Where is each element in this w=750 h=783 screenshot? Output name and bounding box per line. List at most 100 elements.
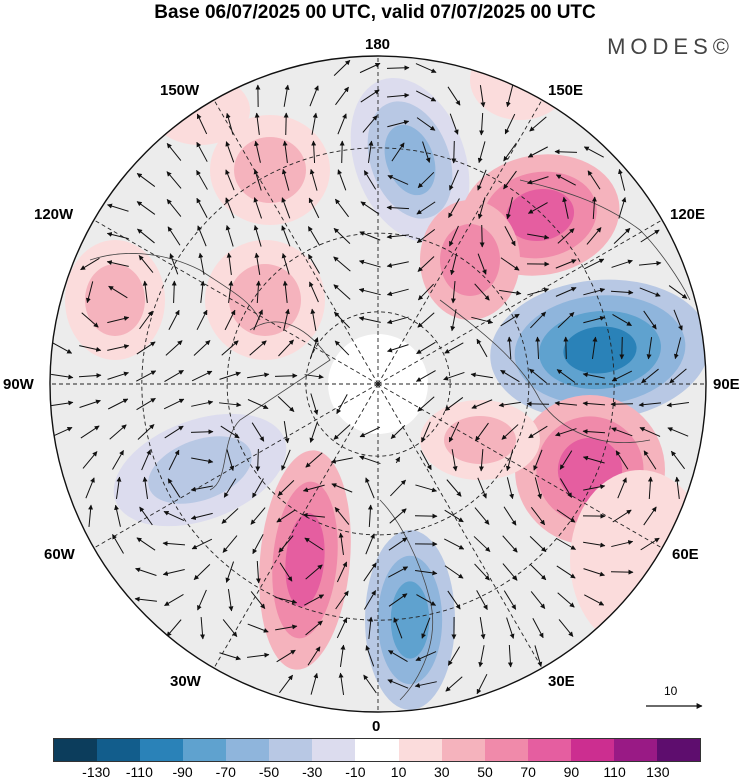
wind-vector bbox=[88, 504, 94, 527]
wind-vector bbox=[670, 450, 686, 470]
wind-vector bbox=[557, 592, 575, 608]
wind-vector bbox=[200, 280, 206, 303]
wind-vector bbox=[112, 534, 124, 554]
meridian bbox=[377, 383, 543, 669]
wind-vector bbox=[310, 308, 317, 331]
colorbar-bin bbox=[226, 739, 270, 761]
map-boundary bbox=[49, 55, 707, 713]
wind-vector bbox=[283, 421, 290, 444]
wind-vector bbox=[139, 506, 153, 526]
anomaly-region bbox=[563, 326, 637, 374]
wind-vector bbox=[507, 644, 513, 668]
modes-logo: MODES© bbox=[607, 34, 734, 59]
wind-vector bbox=[331, 483, 353, 493]
wind-vector bbox=[169, 253, 179, 275]
wind-vector bbox=[393, 617, 403, 639]
colorbar-tick-label: -10 bbox=[345, 764, 366, 780]
wind-vector bbox=[556, 369, 576, 383]
wind-vector bbox=[450, 253, 458, 276]
wind-vector bbox=[196, 197, 208, 218]
wind-vector bbox=[196, 113, 208, 135]
wind-vector bbox=[535, 336, 541, 360]
coastline bbox=[209, 321, 331, 491]
meridian bbox=[93, 383, 379, 549]
wind-vector bbox=[281, 225, 291, 247]
wind-vector bbox=[417, 256, 435, 272]
wind-vector bbox=[338, 672, 345, 695]
colorbar-bin bbox=[97, 739, 141, 761]
wind-vector bbox=[251, 422, 265, 442]
wind-vector bbox=[339, 644, 346, 667]
wind-vector bbox=[416, 341, 436, 355]
wind-vector bbox=[360, 89, 380, 103]
wind-vector bbox=[225, 141, 235, 163]
wind-vector bbox=[51, 427, 73, 437]
wind-vector bbox=[415, 569, 438, 576]
wind-vector bbox=[415, 370, 436, 382]
wind-vector bbox=[275, 596, 298, 605]
wind-vector bbox=[617, 477, 627, 499]
wind-vector bbox=[162, 569, 185, 576]
wind-vector bbox=[359, 62, 381, 74]
lon-label-30e: 30E bbox=[548, 673, 575, 690]
wind-vector bbox=[250, 507, 266, 525]
wind-vector bbox=[470, 372, 493, 379]
wind-vector bbox=[613, 228, 631, 244]
wind-vector bbox=[503, 590, 517, 610]
wind-vector bbox=[643, 310, 657, 330]
wind-vector bbox=[477, 477, 487, 499]
colorbar-bin bbox=[613, 739, 657, 761]
wind-vector bbox=[225, 224, 234, 247]
wind-vector bbox=[391, 142, 405, 162]
wind-vector bbox=[333, 228, 351, 244]
wind-vector bbox=[308, 254, 320, 274]
wind-vector bbox=[85, 477, 95, 499]
wind-vector bbox=[415, 90, 437, 102]
wind-vector bbox=[333, 59, 351, 77]
wind-vector bbox=[310, 672, 319, 695]
wind-vector bbox=[500, 369, 520, 383]
wind-vector bbox=[558, 619, 574, 637]
wind-vector bbox=[305, 620, 323, 636]
wind-vector bbox=[227, 589, 234, 612]
wind-vector bbox=[479, 224, 485, 248]
wind-vector bbox=[79, 399, 101, 408]
lon-label-150e: 150E bbox=[548, 82, 584, 99]
wind-vector bbox=[142, 280, 148, 303]
coastline bbox=[519, 179, 691, 301]
wind-vector bbox=[447, 86, 461, 106]
wind-vector bbox=[307, 646, 321, 666]
wind-vector bbox=[529, 368, 547, 384]
wind-vector bbox=[477, 169, 487, 191]
wind-vector bbox=[389, 508, 407, 524]
wind-vector bbox=[554, 149, 578, 155]
wind-vector bbox=[477, 141, 486, 164]
wind-vector bbox=[386, 205, 410, 211]
wind-vector bbox=[277, 479, 295, 497]
wind-vector bbox=[562, 196, 569, 219]
wind-vector bbox=[556, 538, 576, 550]
wind-vector bbox=[302, 512, 325, 518]
wind-vector bbox=[387, 92, 410, 98]
wind-vector bbox=[190, 485, 213, 492]
wind-vector bbox=[640, 537, 660, 551]
wind-vector bbox=[78, 373, 102, 379]
wind-vector bbox=[360, 201, 380, 215]
wind-vector bbox=[135, 567, 157, 576]
wind-vector bbox=[443, 371, 465, 381]
wind-vector bbox=[415, 484, 438, 493]
wind-vector bbox=[198, 252, 205, 275]
wind-vector bbox=[107, 398, 129, 410]
anomaly-region bbox=[444, 416, 516, 464]
wind-vector bbox=[250, 591, 266, 609]
wind-vector bbox=[500, 313, 520, 327]
wind-vector bbox=[555, 174, 576, 186]
wind-vector bbox=[359, 426, 381, 438]
wind-vector bbox=[51, 400, 74, 407]
wind-vector bbox=[499, 289, 522, 296]
wind-vector bbox=[444, 538, 465, 550]
wind-vector bbox=[669, 368, 687, 384]
reference-vector-label: 10 bbox=[664, 684, 678, 698]
map-title: Base 06/07/2025 00 UTC, valid 07/07/2025… bbox=[154, 2, 596, 23]
wind-vector bbox=[247, 652, 270, 658]
